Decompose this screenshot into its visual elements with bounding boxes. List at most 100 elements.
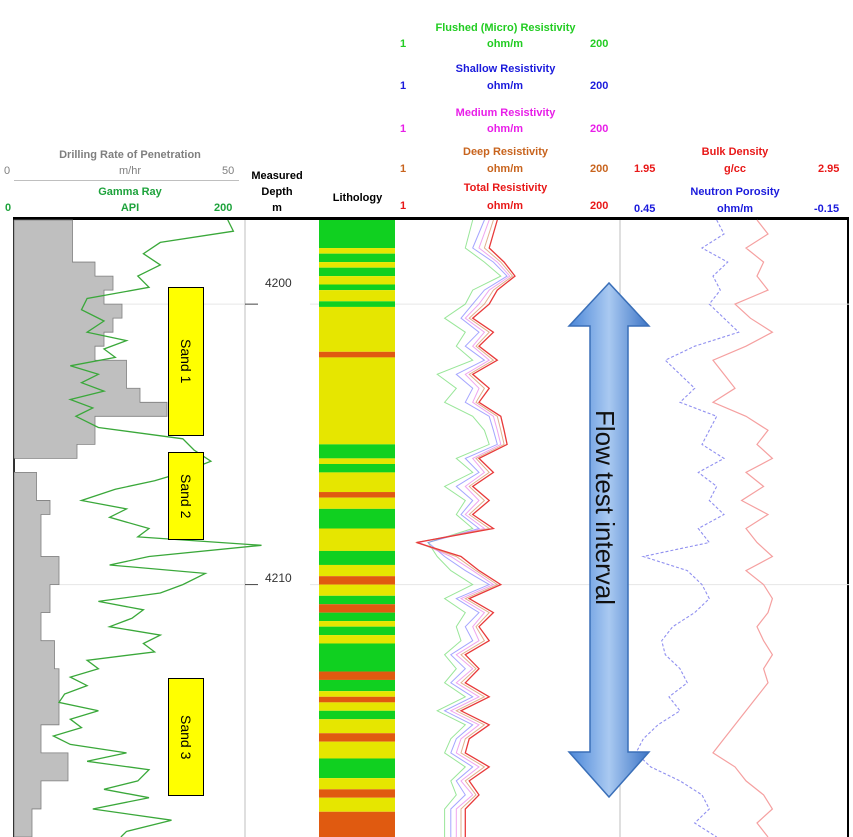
sand-2-box: Sand 2: [168, 452, 204, 540]
sand-2-label: Sand 2: [178, 473, 194, 519]
shallow-max: 200: [590, 80, 609, 92]
lithology-bed-42: [319, 789, 395, 798]
lithology-bed-19: [319, 528, 395, 551]
lithology-bed-7: [319, 290, 395, 302]
flushed-unit: ohm/m: [486, 38, 524, 50]
flow-test-interval-arrow: [567, 281, 651, 799]
flow-test-label: Flow test interval: [590, 410, 620, 606]
lithology-bed-12: [319, 444, 395, 459]
lithology-bed-13: [319, 458, 395, 464]
lithology-bed-4: [319, 267, 395, 277]
rop-title: Drilling Rate of Penetration: [59, 149, 201, 161]
lithology-bed-30: [319, 643, 395, 672]
density-max: 2.95: [818, 163, 840, 175]
sand-3-label: Sand 3: [178, 714, 194, 760]
lithology-bed-1: [319, 248, 395, 254]
lithology-bed-25: [319, 604, 395, 613]
gamma-ray-curve: [51, 219, 262, 837]
lithology-bed-33: [319, 691, 395, 697]
neutron-porosity-curve: [635, 219, 740, 837]
sand-3-box: Sand 3: [168, 678, 204, 796]
neutron-title: Neutron Porosity: [690, 186, 780, 198]
density-min: 1.95: [634, 163, 656, 175]
lithology-column: [319, 220, 395, 837]
lithology-bed-8: [319, 301, 395, 307]
lithology-bed-26: [319, 612, 395, 622]
lithology-bed-11: [319, 357, 395, 445]
bulk-density-curve: [711, 219, 774, 837]
depth-header-line2: Depth: [261, 186, 293, 198]
neutron-max: -0.15: [814, 203, 840, 215]
lithology-bed-3: [319, 262, 395, 268]
lithology-bed-34: [319, 696, 395, 703]
total-unit: ohm/m: [486, 200, 524, 212]
flushed-max: 200: [590, 38, 609, 50]
rop-unit: m/hr: [119, 165, 141, 177]
rop-header-underline: [14, 180, 239, 181]
gr-unit: API: [120, 202, 140, 214]
lithology-bed-6: [319, 284, 395, 291]
lithology-bed-17: [319, 497, 395, 509]
lithology-bed-2: [319, 253, 395, 263]
lithology-header: Lithology: [332, 192, 383, 204]
total-resistivity-curve: [416, 219, 516, 837]
drilling-rate-of-penetration-curve: [13, 219, 168, 837]
deep-min: 1: [400, 163, 407, 175]
gr-min: 0: [5, 202, 12, 214]
neutron-unit: ohm/m: [716, 203, 754, 215]
lithology-bed-43: [319, 797, 395, 812]
flushed-micro-resistivity-curve: [427, 219, 502, 837]
lithology-bed-39: [319, 741, 395, 759]
flushed-title: Flushed (Micro) Resistivity: [435, 22, 576, 34]
lithology-bed-40: [319, 758, 395, 779]
sand-1-label: Sand 1: [178, 339, 194, 384]
medium-resistivity-curve: [417, 219, 511, 837]
log-curves: [13, 219, 774, 837]
lithology-bed-18: [319, 508, 395, 529]
lithology-bed-14: [319, 463, 395, 473]
shallow-title: Shallow Resistivity: [455, 63, 556, 75]
lithology-bed-31: [319, 671, 395, 680]
lithology-bed-23: [319, 584, 395, 596]
lithology-bed-38: [319, 733, 395, 742]
lithology-bed-28: [319, 626, 395, 636]
total-title: Total Resistivity: [463, 182, 548, 194]
density-unit: g/cc: [723, 163, 746, 175]
lithology-bed-22: [319, 576, 395, 585]
lithology-bed-35: [319, 702, 395, 711]
lithology-bed-44: [319, 811, 395, 837]
lithology-bed-27: [319, 621, 395, 627]
lithology-bed-29: [319, 635, 395, 644]
lithology-bed-16: [319, 492, 395, 498]
rop-min: 0: [4, 165, 11, 177]
lithology-bed-37: [319, 719, 395, 734]
lithology-bed-24: [319, 595, 395, 605]
depth-header-line1: Measured: [251, 170, 303, 182]
lithology-bed-36: [319, 710, 395, 720]
shallow-resistivity-curve: [427, 219, 508, 837]
lithology-bed-41: [319, 778, 395, 790]
flushed-min: 1: [400, 38, 407, 50]
lithology-bed-15: [319, 472, 395, 493]
neutron-min: 0.45: [634, 203, 656, 215]
lithology-bed-9: [319, 306, 395, 352]
gr-title: Gamma Ray: [98, 186, 162, 198]
shallow-min: 1: [400, 80, 407, 92]
total-max: 200: [590, 200, 609, 212]
flow-test-arrow: [567, 281, 651, 799]
total-min: 1: [400, 200, 407, 212]
lithology-bed-0: [319, 220, 395, 249]
sand-1-box: Sand 1: [168, 287, 204, 436]
track-grid: [14, 220, 849, 837]
medium-title: Medium Resistivity: [455, 107, 556, 119]
density-title: Bulk Density: [701, 146, 769, 158]
lithology-bed-21: [319, 564, 395, 577]
shallow-unit: ohm/m: [486, 80, 524, 92]
depth-tick-4200: 4200: [265, 276, 292, 290]
rop-max: 50: [222, 165, 235, 177]
deep-unit: ohm/m: [486, 163, 524, 175]
deep-max: 200: [590, 163, 609, 175]
lithology-bed-20: [319, 550, 395, 565]
lithology-bed-10: [319, 351, 395, 358]
